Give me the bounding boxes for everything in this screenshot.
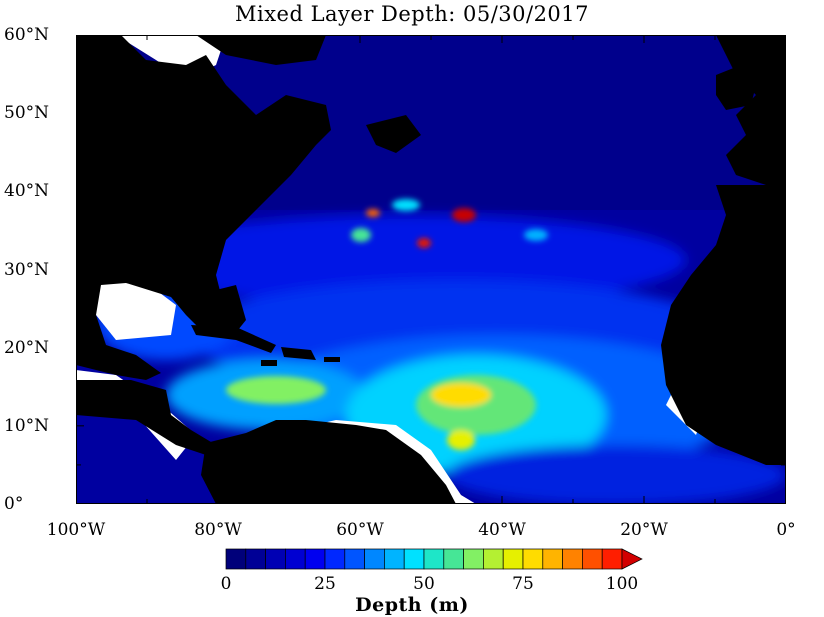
x-tick-label: 60°W: [336, 520, 384, 540]
colorbar-segment: [265, 548, 286, 570]
y-tick-label: 0°: [4, 494, 24, 514]
colorbar-segment: [403, 548, 425, 570]
mld-patch-cyan-3: [524, 229, 548, 241]
colorbar-segment: [225, 548, 247, 570]
colorbar-overflow-arrow: [621, 548, 643, 570]
mld-patch-cyan-2: [392, 199, 420, 211]
colorbar-segment: [364, 548, 385, 570]
x-tick-label: 0°: [776, 520, 796, 540]
colorbar-segment: [542, 548, 563, 570]
colorbar-title: Depth (m): [355, 594, 469, 616]
x-tick-label: 40°W: [478, 520, 526, 540]
mld-patch-cyan-1: [351, 228, 371, 242]
land-masses: [76, 35, 786, 504]
x-tick-label: 80°W: [194, 520, 242, 540]
colorbar-segment: [522, 548, 544, 570]
colorbar-tick-label: 25: [314, 574, 336, 594]
europe: [716, 35, 786, 195]
colorbar-segment: [582, 548, 603, 570]
colorbar: [225, 548, 643, 570]
puerto-rico: [324, 357, 340, 362]
colorbar-segment: [423, 548, 445, 570]
y-tick-label: 20°N: [4, 337, 50, 358]
hispaniola: [281, 347, 316, 360]
north-america: [76, 35, 331, 380]
mld-patch-red-1: [452, 208, 476, 222]
colorbar-segment: [483, 548, 504, 570]
colorbar-tick-label: 0: [220, 574, 232, 594]
florida: [216, 285, 246, 335]
x-tick-label: 20°W: [620, 520, 668, 540]
mld-patch-yellow: [431, 383, 491, 407]
y-tick-label: 40°N: [4, 181, 50, 202]
colorbar-segment: [245, 548, 266, 570]
colorbar-segment: [344, 548, 365, 570]
newfoundland: [366, 115, 421, 153]
colorbar-segment: [324, 548, 346, 570]
equatorial-region: [446, 445, 786, 504]
y-tick-label: 60°N: [4, 25, 50, 45]
colorbar-segment: [304, 548, 326, 570]
map-tick-marks: [76, 35, 786, 504]
colorbar-tick-label: 75: [512, 574, 534, 594]
central-america: [76, 380, 216, 455]
colorbar-tick-label: 100: [605, 574, 639, 594]
greenland: [196, 35, 326, 65]
colorbar-tick-label: 50: [413, 574, 435, 594]
africa: [661, 185, 786, 465]
colorbar-segment: [384, 548, 405, 570]
y-tick-label: 10°N: [4, 415, 50, 436]
mixed-layer-depth-map: [76, 35, 786, 504]
south-america: [201, 420, 456, 504]
y-tick-label: 50°N: [4, 103, 50, 124]
jamaica: [261, 360, 277, 366]
british-isles: [716, 65, 756, 110]
mld-patch-green-2: [226, 376, 326, 404]
colorbar-segment: [562, 548, 583, 570]
colorbar-segment: [463, 548, 484, 570]
mld-patch-yellow-2: [447, 430, 475, 450]
colorbar-segment: [502, 548, 524, 570]
colorbar-segment: [443, 548, 464, 570]
cuba: [191, 325, 276, 353]
colorbar-segment: [285, 548, 306, 570]
mld-patch-orange: [366, 209, 380, 217]
x-tick-label: 100°W: [46, 520, 106, 540]
y-tick-label: 30°N: [4, 259, 50, 280]
map-title: Mixed Layer Depth: 05/30/2017: [234, 2, 590, 26]
mld-patch-red-2: [417, 238, 431, 248]
colorbar-segment: [601, 548, 623, 570]
